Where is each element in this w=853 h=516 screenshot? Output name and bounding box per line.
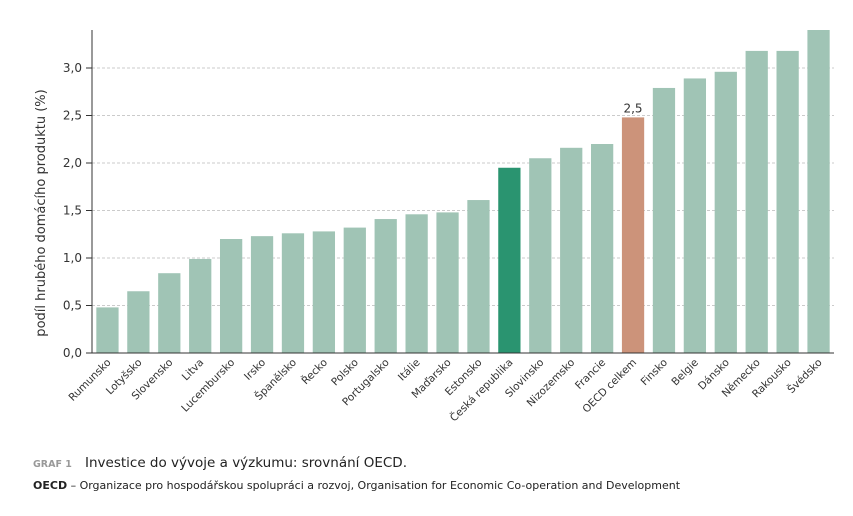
x-tick-label: Rumunsko — [66, 357, 113, 404]
bar — [281, 233, 305, 353]
note-abbr: OECD — [33, 479, 67, 492]
x-tick-label: Litva — [180, 357, 207, 384]
bar — [498, 167, 521, 353]
y-tick-label: 0,5 — [63, 299, 82, 313]
bar — [745, 50, 768, 354]
bar — [158, 273, 181, 353]
bar — [343, 227, 366, 353]
bar — [96, 307, 119, 353]
caption-label: GRAF 1 — [33, 459, 72, 470]
bar — [776, 50, 799, 354]
bar — [590, 144, 614, 353]
bar — [560, 147, 583, 353]
x-tick-label: Finsko — [639, 357, 670, 388]
x-tick-label: OECD celkem — [580, 357, 639, 416]
bar — [312, 231, 336, 353]
bar — [467, 200, 490, 353]
bar — [127, 291, 150, 353]
bar — [714, 71, 737, 354]
note-line: OECD – Organizace pro hospodářskou spolu… — [33, 479, 681, 492]
caption: Investice do vývoje a výzkumu: srovnání … — [85, 455, 407, 471]
bar — [219, 239, 243, 353]
y-tick-label: 3,0 — [63, 61, 82, 75]
bar — [807, 30, 830, 353]
note: – Organizace pro hospodářskou spolupráci… — [71, 479, 681, 492]
value-label: 2,5 — [623, 101, 642, 115]
y-tick-label: 0,0 — [63, 346, 82, 360]
y-tick-label: 1,5 — [63, 204, 82, 218]
bar — [374, 219, 397, 353]
x-tick-label: Řecko — [299, 356, 330, 387]
x-tick-label: Itálie — [396, 357, 423, 384]
bar — [621, 117, 645, 354]
bar — [405, 214, 428, 353]
bar — [250, 236, 274, 353]
y-tick-label: 1,0 — [63, 251, 82, 265]
x-tick-label: Švédsko — [785, 356, 825, 396]
bar — [189, 258, 212, 353]
y-tick-label: 2,5 — [63, 109, 82, 123]
y-tick-label: 2,0 — [63, 156, 82, 170]
bar — [652, 87, 676, 353]
bar — [683, 78, 707, 353]
y-axis-label: podíl hrubého domácího produktu (%) — [34, 89, 49, 336]
bar — [529, 158, 552, 353]
x-tick-label: Irsko — [242, 357, 268, 383]
bar — [436, 212, 459, 353]
